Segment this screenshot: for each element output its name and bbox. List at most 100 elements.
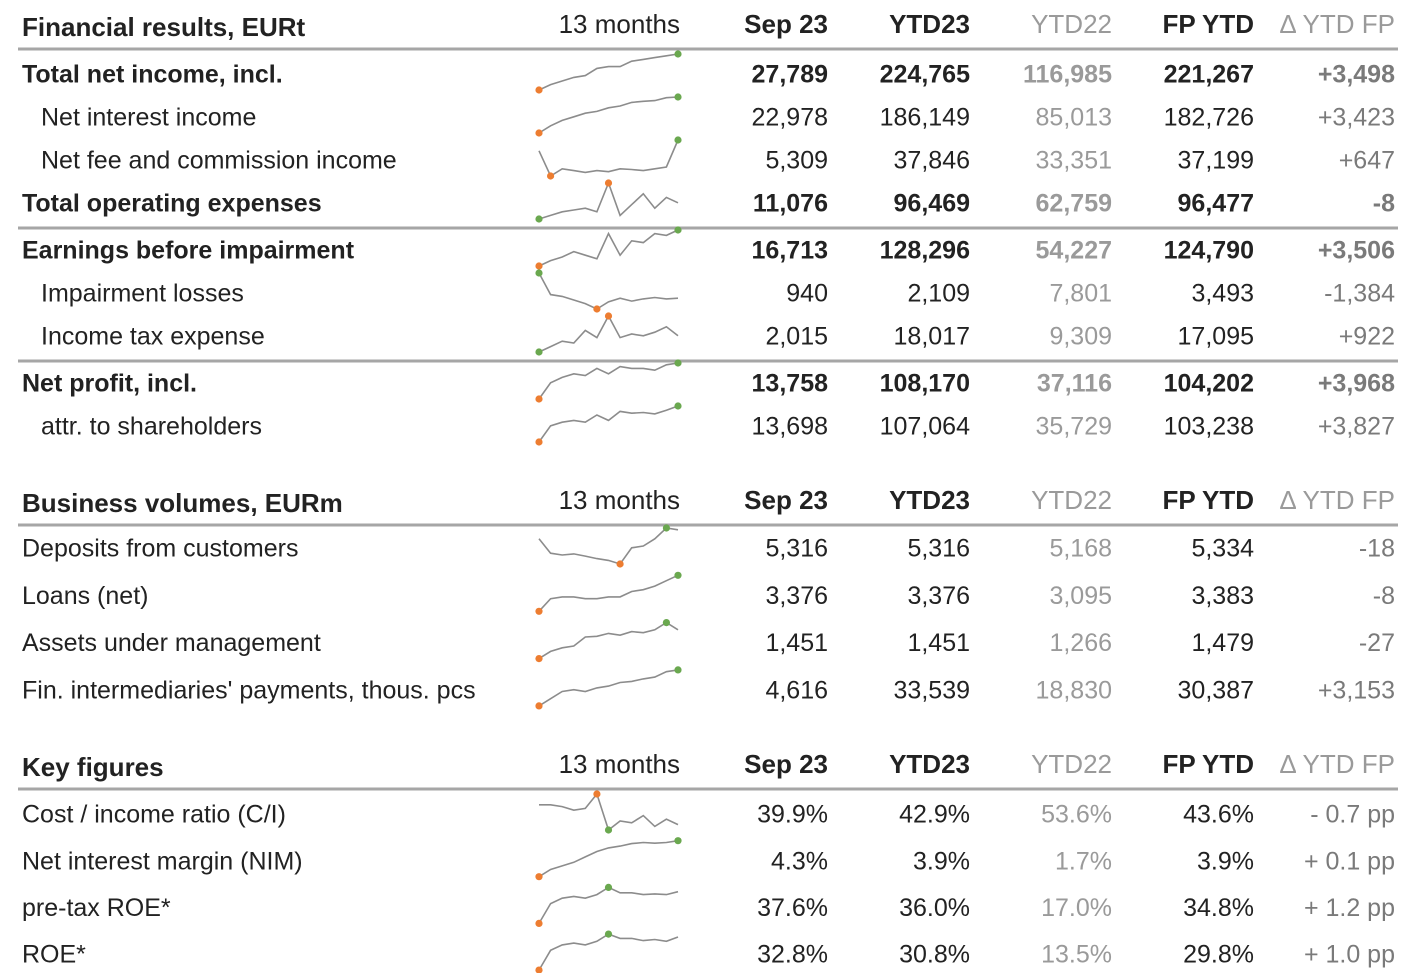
cell-value: +3,423 (1318, 104, 1395, 132)
cell-value: 37,846 (894, 147, 970, 175)
cell-value: 13,698 (752, 413, 828, 441)
cell-value: 3.9% (913, 847, 970, 875)
cell-value: 13.5% (1041, 941, 1112, 969)
cell-value: 108,170 (880, 370, 970, 398)
cell-value: 37.6% (757, 894, 828, 922)
column-header: YTD23 (889, 9, 970, 39)
cell-value: -18 (1359, 535, 1395, 563)
spark-low (593, 305, 601, 313)
cell-value: 17.0% (1041, 894, 1112, 922)
cell-value: 9,309 (1049, 323, 1112, 351)
cell-value: 11,076 (753, 190, 828, 218)
spark-low (535, 129, 543, 137)
row-label: Fin. intermediaries' payments, thous. pc… (22, 677, 476, 705)
cell-value: 224,765 (880, 61, 970, 89)
cell-value: 5,334 (1191, 535, 1254, 563)
spark-high (662, 524, 671, 532)
cell-value: 103,238 (1164, 413, 1254, 441)
spark-high (674, 136, 682, 144)
column-header: Sep 23 (744, 485, 828, 515)
cell-value: 18,017 (894, 323, 970, 351)
column-header: FP YTD (1162, 485, 1254, 515)
spark-low (535, 348, 543, 356)
cell-value: 22,978 (752, 104, 828, 132)
spark-low (535, 919, 543, 928)
sparkline (538, 669, 679, 707)
sparkline (538, 96, 679, 134)
cell-value: - 0.7 pp (1310, 801, 1395, 829)
row-label: Net profit, incl. (22, 370, 197, 398)
row-label: Net fee and commission income (41, 147, 397, 175)
cell-value: -8 (1373, 190, 1395, 218)
cell-value: 37,199 (1178, 147, 1254, 175)
cell-value: 3,376 (907, 582, 970, 610)
cell-value: +922 (1339, 323, 1395, 351)
spark-high (674, 93, 682, 101)
row-label: Total net income, incl. (22, 61, 283, 89)
column-header: YTD22 (1031, 485, 1112, 515)
spark-low (535, 607, 543, 615)
spark-low (535, 215, 543, 223)
column-header: 13 months (559, 749, 680, 779)
sparkline (538, 405, 679, 443)
cell-value: 42.9% (899, 801, 970, 829)
row-label: Loans (net) (22, 582, 148, 610)
cell-value: 3,493 (1191, 280, 1254, 308)
cell-value: 5,168 (1049, 535, 1112, 563)
cell-value: +3,498 (1318, 61, 1395, 89)
spark-high (604, 930, 613, 938)
spark-high (674, 402, 682, 410)
spark-high (593, 790, 601, 798)
sparkline (538, 272, 679, 310)
cell-value: +647 (1339, 147, 1395, 175)
cell-value: 39.9% (757, 801, 828, 829)
cell-value: 30.8% (899, 941, 970, 969)
cell-value: 18,830 (1036, 677, 1112, 705)
spark-high (674, 50, 682, 58)
spark-high (604, 883, 613, 892)
column-header: Sep 23 (744, 749, 828, 779)
sparkline (538, 180, 679, 220)
cell-value: 37,116 (1037, 370, 1112, 398)
sparkline (538, 839, 679, 878)
cell-value: 182,726 (1164, 104, 1254, 132)
spark-high (535, 269, 543, 277)
spark-high (674, 359, 682, 367)
cell-value: 17,095 (1178, 323, 1254, 351)
cell-value: 7,801 (1049, 280, 1112, 308)
sparkline (538, 574, 679, 612)
sparkline (538, 139, 679, 178)
spark-low (535, 655, 543, 663)
row-label: Net interest income (41, 104, 256, 132)
cell-value: 62,759 (1036, 190, 1112, 218)
cell-value: 2,109 (907, 280, 970, 308)
sparkline (538, 229, 679, 267)
row-label: attr. to shareholders (41, 413, 262, 441)
cell-value: 221,267 (1164, 61, 1254, 89)
spark-low (535, 262, 543, 270)
section-title: Key figures (22, 752, 164, 782)
cell-value: 4.3% (771, 847, 828, 875)
column-header: YTD22 (1031, 9, 1112, 39)
column-header: FP YTD (1162, 9, 1254, 39)
cell-value: 124,790 (1164, 237, 1254, 265)
cell-value: 27,789 (752, 61, 828, 89)
spark-high (674, 666, 682, 674)
cell-value: 1,451 (907, 629, 970, 657)
sparkline (539, 792, 679, 832)
cell-value: 107,064 (880, 413, 970, 441)
spark-low (535, 702, 543, 710)
cell-value: 1.7% (1055, 847, 1112, 875)
cell-value: 30,387 (1178, 677, 1254, 705)
row-label: Total operating expenses (22, 190, 322, 218)
cell-value: 33,351 (1036, 147, 1112, 175)
spark-low (535, 86, 543, 94)
spark-low (535, 966, 543, 973)
column-header: YTD23 (889, 749, 970, 779)
cell-value: 1,451 (765, 629, 828, 657)
spark-high (604, 179, 613, 187)
cell-value: + 1.2 pp (1304, 894, 1395, 922)
column-header: 13 months (559, 485, 680, 515)
row-label: Earnings before impairment (22, 237, 355, 265)
cell-value: 940 (786, 280, 828, 308)
